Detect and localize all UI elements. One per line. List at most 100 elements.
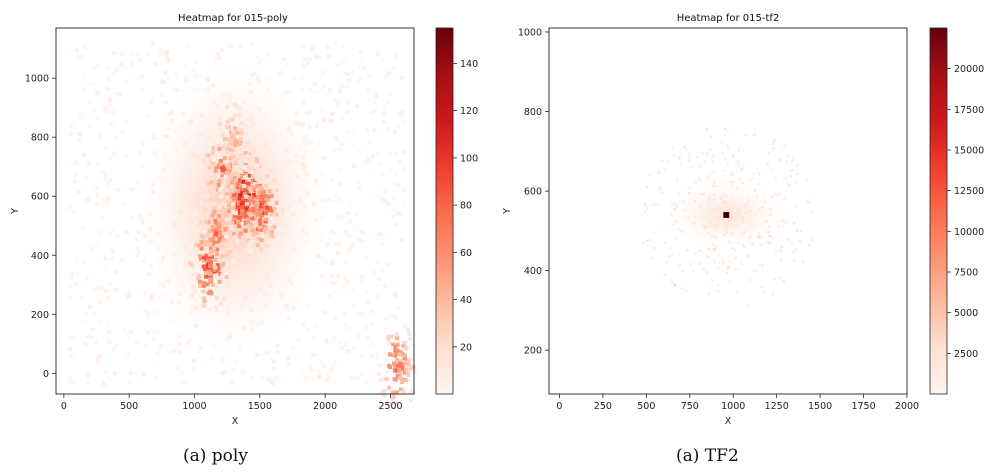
heat-cell <box>93 340 98 345</box>
heat-cell <box>135 247 140 252</box>
heat-cell <box>286 206 291 211</box>
heat-cell <box>228 117 233 122</box>
heat-cell <box>305 191 310 196</box>
heat-cell <box>208 279 213 284</box>
heat-cell <box>343 229 348 234</box>
heat-cell <box>783 144 786 148</box>
heat-cell <box>275 376 280 381</box>
heat-cell <box>370 341 375 346</box>
heat-cell <box>233 360 238 365</box>
heat-cell <box>130 51 135 56</box>
heat-cell <box>165 49 170 54</box>
heat-cell <box>728 216 731 219</box>
heat-cell <box>84 312 89 317</box>
heat-cell <box>387 151 392 156</box>
heat-cell <box>271 381 276 386</box>
heat-cell <box>674 220 678 223</box>
heat-cell <box>766 231 770 235</box>
heat-cell <box>384 316 389 321</box>
heat-cell <box>344 84 349 89</box>
heat-cell <box>256 212 261 217</box>
heat-cell <box>218 116 223 121</box>
heat-cell <box>80 225 85 230</box>
heat-cell <box>101 170 106 175</box>
heat-cell <box>353 376 358 381</box>
heat-cell <box>367 140 372 145</box>
heat-cell <box>238 193 243 198</box>
heat-cell <box>214 165 219 170</box>
heat-cell <box>268 283 273 288</box>
heat-cell <box>259 59 264 64</box>
heat-cell <box>320 172 325 177</box>
heat-cell <box>650 256 653 260</box>
heat-cell <box>753 270 757 273</box>
heat-cell <box>222 137 227 142</box>
heat-cell <box>104 172 109 177</box>
heat-cell <box>73 179 78 184</box>
heat-cell <box>713 193 716 197</box>
heat-cell <box>264 377 269 382</box>
heat-cell <box>355 210 360 215</box>
heat-cell <box>249 327 254 332</box>
heat-cell <box>372 100 377 105</box>
heat-cell <box>388 92 393 97</box>
heat-cell <box>248 239 253 244</box>
heat-cell <box>114 98 119 103</box>
heat-cell <box>243 175 248 180</box>
heat-cell <box>102 197 107 202</box>
heat-cell <box>200 153 205 158</box>
heat-cell <box>335 62 340 67</box>
heat-cell <box>193 247 198 252</box>
heat-cell <box>242 191 247 196</box>
heat-cell <box>333 281 338 286</box>
heat-cell <box>245 140 250 145</box>
density-glow <box>138 58 329 359</box>
heat-cell <box>212 207 217 212</box>
heat-cell <box>378 363 383 368</box>
heat-cell <box>349 375 354 380</box>
heat-cell <box>178 173 183 178</box>
heat-cell <box>400 366 405 371</box>
heat-cell <box>225 284 230 289</box>
heat-cell <box>134 339 139 344</box>
heat-cell <box>391 197 396 202</box>
heat-cell <box>96 202 101 207</box>
heat-cell <box>129 371 134 376</box>
heat-cell <box>169 119 174 124</box>
heat-cell <box>216 193 221 198</box>
heat-cell <box>113 135 118 140</box>
heat-cell <box>105 321 110 326</box>
heat-cell <box>304 376 309 381</box>
heat-cell <box>260 138 265 143</box>
heat-cell <box>732 154 735 158</box>
heat-cell <box>703 192 706 196</box>
heat-cell <box>255 163 260 168</box>
heat-cell <box>211 249 216 254</box>
heat-cell <box>155 246 160 251</box>
heat-cell <box>720 210 723 213</box>
heat-cell <box>246 217 251 222</box>
heat-cell <box>399 344 404 349</box>
heat-cell <box>95 90 100 95</box>
heat-cell <box>258 197 263 202</box>
heat-cell <box>806 200 810 204</box>
heat-cell <box>710 279 714 282</box>
heat-cell <box>769 213 772 217</box>
heat-cell <box>124 153 129 158</box>
heat-cell <box>237 255 242 260</box>
colorbar-tick-label: 100 <box>460 153 478 164</box>
heat-cell <box>254 230 259 235</box>
heat-cell <box>711 243 715 246</box>
heat-cell <box>264 181 269 186</box>
heat-cell <box>141 373 146 378</box>
colorbar-tick-label: 2500 <box>954 349 978 360</box>
heat-cell <box>724 223 727 227</box>
heat-cell <box>113 287 118 292</box>
heat-cell <box>212 261 217 266</box>
heat-cell <box>231 201 236 206</box>
heat-cell <box>287 159 292 164</box>
heat-cell <box>667 160 670 163</box>
heat-cell <box>219 97 224 102</box>
heat-cell <box>254 184 259 189</box>
heat-cell <box>684 148 688 151</box>
